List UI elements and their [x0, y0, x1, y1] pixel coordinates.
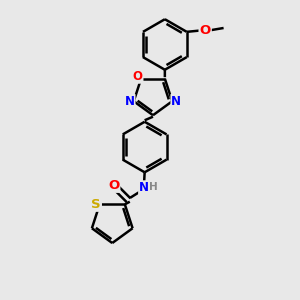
Text: S: S — [91, 198, 101, 211]
Text: N: N — [124, 95, 135, 108]
Text: O: O — [133, 70, 142, 83]
Text: N: N — [139, 181, 149, 194]
Text: N: N — [171, 95, 182, 108]
Text: H: H — [148, 182, 157, 192]
Text: O: O — [200, 24, 211, 37]
Text: O: O — [108, 179, 119, 192]
